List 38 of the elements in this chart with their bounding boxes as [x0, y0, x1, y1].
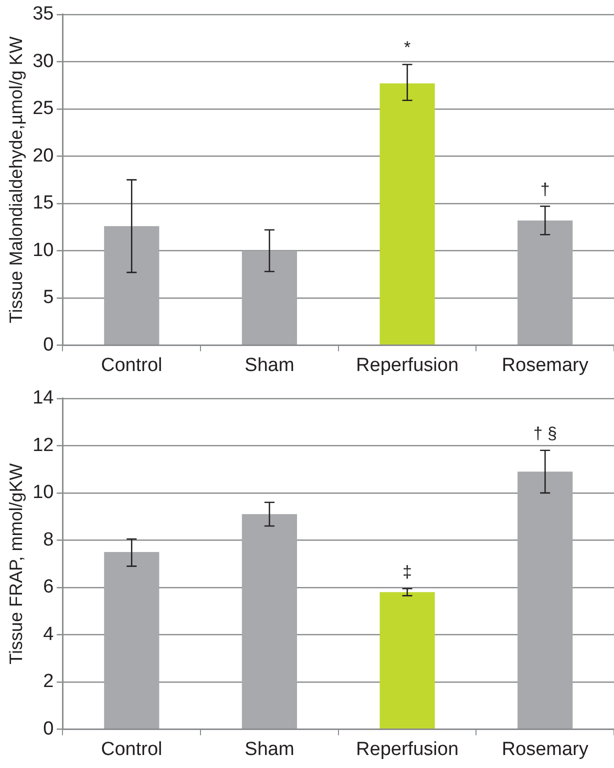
y-tick-label: 12: [32, 434, 54, 456]
x-tick-label: Control: [101, 738, 162, 760]
bar: [242, 250, 298, 345]
bar: [518, 472, 573, 729]
bar: [104, 226, 160, 345]
y-tick-label: 2: [43, 671, 54, 692]
y-tick-label: 0: [43, 718, 54, 740]
y-tick-label: 10: [32, 482, 54, 504]
x-tick-label: Sham: [244, 738, 294, 760]
bar: [380, 592, 435, 729]
y-tick-label: 8: [43, 529, 54, 550]
x-tick-label: Reperfusion: [356, 354, 458, 376]
y-tick-label: 14: [32, 388, 54, 409]
y-axis-title: Tissue Malondialdehyde,µmol/g KW: [6, 36, 26, 324]
bar: [380, 83, 435, 345]
y-tick-label: 10: [32, 240, 54, 261]
bar: [518, 220, 573, 345]
annotation: ‡: [402, 562, 412, 582]
y-tick-label: 5: [43, 287, 54, 308]
y-axis-title: Tissue FRAP, mmol/gKW: [6, 463, 26, 664]
x-tick-label: Sham: [244, 354, 294, 376]
y-tick-label: 35: [32, 4, 54, 25]
y-tick-label: 25: [32, 98, 54, 120]
bar: [242, 514, 298, 729]
y-tick-label: 30: [32, 50, 54, 72]
x-tick-label: Reperfusion: [356, 738, 458, 760]
y-tick-label: 15: [32, 192, 54, 214]
annotation: *: [404, 38, 411, 58]
y-tick-label: 6: [43, 576, 54, 598]
x-tick-label: Rosemary: [502, 738, 589, 760]
bar: [104, 552, 160, 729]
annotation: †: [540, 180, 550, 199]
y-tick-label: 4: [43, 624, 54, 645]
x-tick-label: Rosemary: [502, 354, 589, 376]
annotation: † §: [533, 424, 557, 444]
y-tick-label: 0: [43, 334, 54, 356]
x-tick-label: Control: [101, 354, 162, 376]
y-tick-label: 20: [32, 145, 54, 166]
